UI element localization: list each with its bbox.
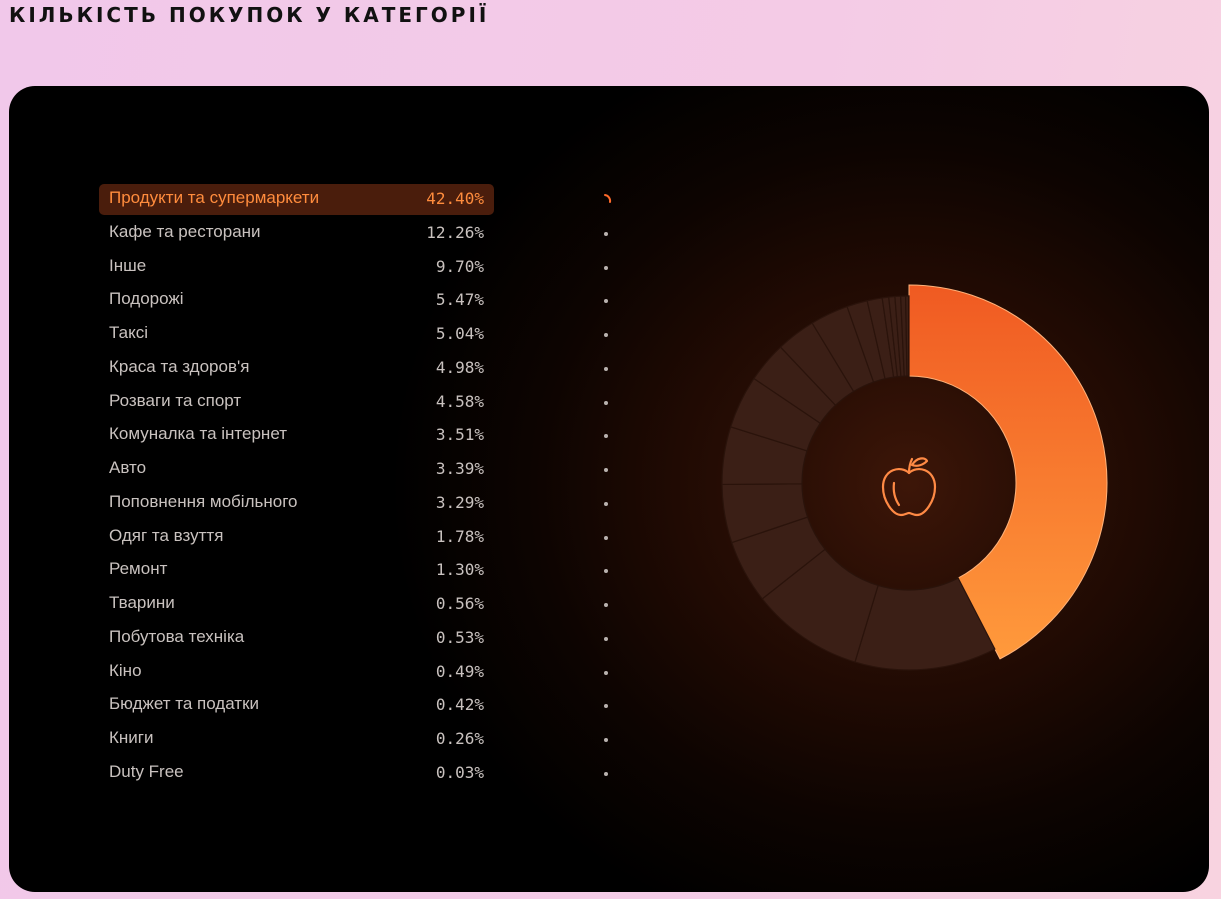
category-value: 12.26% <box>426 222 484 242</box>
category-value: 5.04% <box>435 324 484 343</box>
category-label: Подорожі <box>109 289 184 309</box>
category-value: 0.42% <box>435 695 484 715</box>
category-row[interactable]: Комуналка та інтернет 3.51% <box>99 420 494 451</box>
category-row[interactable]: Продукти та супермаркети 42.40% <box>99 184 494 215</box>
category-dot <box>604 265 608 270</box>
category-dot <box>604 636 608 641</box>
category-value: 0.56% <box>435 594 484 613</box>
category-label: Бюджет та податки <box>109 694 260 714</box>
category-value: 0.26% <box>435 729 484 748</box>
category-value: 0.03% <box>435 762 484 782</box>
category-row[interactable]: Кіно 0.49% <box>99 657 494 688</box>
category-label: Книги <box>109 728 154 747</box>
category-value: 4.98% <box>435 357 484 377</box>
category-label: Ремонт <box>109 559 168 579</box>
category-row[interactable]: Ремонт 1.30% <box>99 555 494 586</box>
category-label: Продукти та супермаркети <box>109 188 320 207</box>
category-row[interactable]: Duty Free 0.03% <box>99 758 494 789</box>
category-row[interactable]: Поповнення мобільного 3.29% <box>99 488 494 519</box>
donut-segment-selected[interactable] <box>908 284 1108 660</box>
category-dot <box>604 501 608 506</box>
category-row[interactable]: Інше 9.70% <box>99 252 494 283</box>
donut-hole <box>803 377 1015 589</box>
category-dot <box>604 738 608 742</box>
category-dot <box>604 231 608 236</box>
category-value: 3.29% <box>435 492 484 512</box>
category-label: Duty Free <box>109 761 184 781</box>
chart-panel: Продукти та супермаркети 42.40% Кафе та ре… <box>9 86 1209 892</box>
category-value: 0.53% <box>435 627 484 647</box>
category-row[interactable]: Одяг та взуття 1.78% <box>99 522 494 553</box>
category-value: 3.51% <box>435 425 484 445</box>
category-row[interactable]: Книги 0.26% <box>99 724 494 755</box>
category-value: 5.47% <box>435 290 484 310</box>
category-row[interactable]: Подорожі 5.47% <box>99 285 494 316</box>
category-value: 4.58% <box>435 391 484 411</box>
selected-indicator-icon <box>601 192 613 211</box>
category-row[interactable]: Побутова техніка 0.53% <box>99 623 494 654</box>
category-value: 1.78% <box>435 526 484 546</box>
category-dot <box>604 704 608 709</box>
category-dot <box>604 400 608 405</box>
donut-chart <box>721 284 1108 671</box>
category-label: Розваги та спорт <box>109 390 242 410</box>
category-value: 3.39% <box>435 459 484 478</box>
category-value: 1.30% <box>435 560 484 580</box>
category-dot <box>604 771 608 776</box>
category-row[interactable]: Кафе та ресторани 12.26% <box>99 218 494 249</box>
category-row[interactable]: Таксі 5.04% <box>99 319 494 350</box>
category-label: Тварини <box>109 593 175 612</box>
category-label: Комуналка та інтернет <box>109 424 287 444</box>
category-dot <box>604 299 608 304</box>
page-title: КІЛЬКІСТЬ ПОКУПОК У КАТЕГОРІЇ <box>9 3 490 27</box>
category-value: 42.40% <box>426 189 484 208</box>
category-label: Авто <box>109 458 147 477</box>
category-dot <box>604 603 608 607</box>
category-dot <box>604 670 608 675</box>
category-value: 9.70% <box>435 256 484 276</box>
category-dot <box>604 468 608 472</box>
category-row[interactable]: Розваги та спорт 4.58% <box>99 387 494 418</box>
category-dot <box>604 535 608 540</box>
category-row[interactable]: Тварини 0.56% <box>99 589 494 620</box>
category-label: Краса та здоров'я <box>109 356 250 376</box>
category-value: 0.49% <box>435 661 484 681</box>
category-row[interactable]: Авто 3.39% <box>99 454 494 485</box>
category-label: Одяг та взуття <box>109 525 224 545</box>
category-label: Кіно <box>109 660 142 680</box>
category-dot <box>604 366 608 371</box>
category-dot <box>604 434 608 439</box>
category-row[interactable]: Бюджет та податки 0.42% <box>99 690 494 721</box>
category-label: Таксі <box>109 323 148 342</box>
category-label: Побутова техніка <box>109 626 245 646</box>
apple-icon <box>881 457 937 517</box>
category-dot <box>604 333 608 337</box>
category-dot <box>604 569 608 574</box>
category-label: Кафе та ресторани <box>109 221 261 241</box>
category-label: Поповнення мобільного <box>109 491 298 511</box>
category-label: Інше <box>109 255 147 275</box>
category-row[interactable]: Краса та здоров'я 4.98% <box>99 353 494 384</box>
